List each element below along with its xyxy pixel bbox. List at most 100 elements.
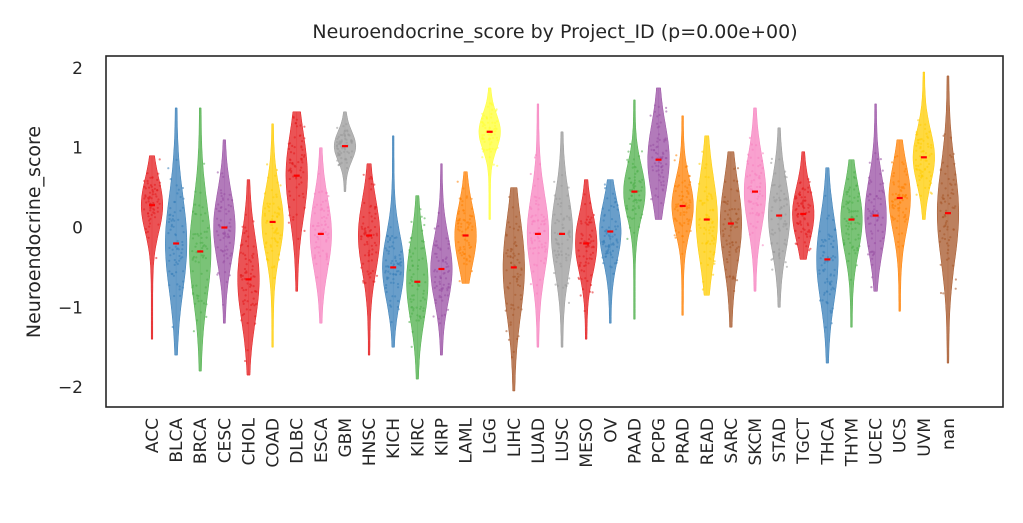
violin-body <box>888 139 911 312</box>
sample-point <box>853 196 856 199</box>
sample-point <box>251 268 254 271</box>
sample-point <box>730 188 733 191</box>
sample-point <box>206 278 209 281</box>
sample-point <box>826 256 830 259</box>
sample-point <box>703 226 706 229</box>
sample-point <box>419 299 422 302</box>
sample-point <box>557 253 560 256</box>
sample-point <box>919 123 922 126</box>
sample-point <box>369 276 372 279</box>
sample-point <box>325 256 328 259</box>
sample-point <box>703 190 706 193</box>
sample-point <box>531 223 534 226</box>
sample-point <box>640 150 644 153</box>
sample-point <box>616 241 619 244</box>
sample-point <box>823 261 826 265</box>
sample-point <box>832 239 835 242</box>
sample-point <box>490 116 493 119</box>
sample-point <box>326 262 329 266</box>
sample-point <box>928 171 931 174</box>
sample-point <box>583 270 586 273</box>
sample-point <box>216 171 219 174</box>
sample-point <box>465 263 468 266</box>
sample-point <box>800 223 803 226</box>
sample-point <box>398 254 401 257</box>
sample-point <box>655 187 658 190</box>
sample-point <box>143 179 146 183</box>
sample-point <box>408 250 411 254</box>
sample-point <box>665 110 668 113</box>
sample-point <box>735 279 739 282</box>
sample-point <box>650 148 653 151</box>
sample-point <box>392 278 395 281</box>
sample-point <box>157 223 160 226</box>
sample-point <box>291 144 294 147</box>
sample-point <box>794 229 797 232</box>
sample-point <box>849 278 853 281</box>
sample-point <box>173 258 176 262</box>
sample-point <box>799 221 802 224</box>
sample-point <box>559 262 562 265</box>
sample-point <box>535 264 538 267</box>
sample-point <box>893 156 897 159</box>
sample-point <box>398 261 402 264</box>
sample-point <box>347 133 350 136</box>
sample-point <box>439 275 442 278</box>
violin-esca <box>309 147 332 324</box>
sample-point <box>277 258 281 261</box>
sample-point <box>195 284 198 287</box>
violin-body <box>623 99 646 320</box>
sample-point <box>845 203 848 206</box>
violin-ucs <box>888 139 911 312</box>
sample-point <box>701 150 704 153</box>
sample-point <box>604 255 608 258</box>
sample-point <box>513 308 516 311</box>
sample-point <box>874 152 877 155</box>
sample-point <box>416 264 420 267</box>
sample-point <box>732 275 735 278</box>
sample-point <box>822 240 825 243</box>
sample-point <box>251 302 254 305</box>
sample-point <box>144 187 147 190</box>
sample-point <box>191 237 195 240</box>
violin-nan <box>936 75 960 364</box>
sample-point <box>154 193 157 196</box>
sample-point <box>749 174 752 177</box>
sample-point <box>579 261 582 264</box>
sample-point <box>422 296 425 299</box>
sample-point <box>531 242 534 245</box>
sample-point <box>591 229 594 232</box>
sample-point <box>168 214 171 217</box>
sample-point <box>925 177 928 180</box>
sample-point <box>335 145 339 148</box>
sample-point <box>828 237 831 241</box>
sample-point <box>603 214 606 217</box>
sample-point <box>750 181 753 184</box>
sample-point <box>919 138 922 141</box>
sample-point <box>614 228 618 231</box>
sample-point <box>174 233 177 236</box>
sample-point <box>182 197 185 200</box>
sample-point <box>229 225 232 228</box>
sample-point <box>394 255 397 258</box>
sample-point <box>732 179 736 182</box>
sample-point <box>608 235 611 238</box>
sample-point <box>270 245 273 248</box>
sample-point <box>249 308 252 311</box>
sample-point <box>436 270 439 273</box>
sample-point <box>712 273 715 276</box>
sample-point <box>870 201 873 204</box>
sample-point <box>345 141 348 144</box>
sample-point <box>434 275 437 279</box>
sample-point <box>255 290 258 293</box>
sample-point <box>529 172 532 176</box>
sample-point <box>709 193 713 196</box>
sample-point <box>153 216 157 219</box>
sample-point <box>251 254 254 257</box>
sample-point <box>611 235 614 238</box>
sample-point <box>684 185 687 188</box>
sample-point <box>674 236 677 239</box>
sample-point <box>848 208 851 212</box>
sample-point <box>942 215 945 219</box>
sample-point <box>300 181 303 184</box>
